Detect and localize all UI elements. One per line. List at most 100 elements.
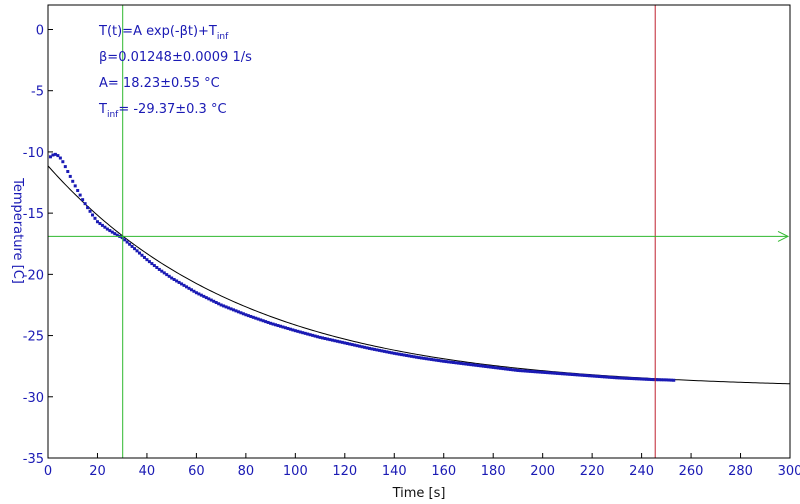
data-point xyxy=(224,305,228,309)
annotation-subscript: inf xyxy=(107,110,119,120)
data-point xyxy=(48,155,52,159)
data-point xyxy=(429,357,433,361)
data-point xyxy=(343,341,347,345)
x-tick-label: 280 xyxy=(728,464,753,479)
data-point xyxy=(538,370,542,374)
data-point xyxy=(424,357,428,361)
data-point xyxy=(123,238,127,242)
data-point xyxy=(570,373,574,376)
data-point xyxy=(113,232,117,236)
x-axis-title: Time [s] xyxy=(392,486,446,501)
x-tick-label: 40 xyxy=(139,464,156,479)
data-point xyxy=(400,353,404,357)
data-point xyxy=(612,376,616,380)
data-point xyxy=(377,348,381,352)
data-point xyxy=(330,338,334,342)
data-point xyxy=(68,174,72,178)
data-point xyxy=(172,277,176,281)
annotation-main: A= 18.23±0.55 °C xyxy=(99,76,220,91)
y-tick-label: 0 xyxy=(36,23,44,38)
data-point xyxy=(454,361,458,365)
data-point xyxy=(95,220,99,224)
data-point xyxy=(499,366,503,370)
data-point xyxy=(595,374,599,378)
data-point xyxy=(204,296,208,300)
data-point xyxy=(271,322,275,326)
data-point xyxy=(192,289,196,293)
data-point xyxy=(635,377,639,381)
data-point xyxy=(392,351,396,355)
data-point xyxy=(568,372,572,376)
data-point xyxy=(234,309,238,313)
data-point xyxy=(558,372,562,376)
data-point xyxy=(533,370,537,374)
data-point xyxy=(155,266,159,269)
data-point xyxy=(382,349,386,353)
fit-annotation-line: T(t)=A exp(-βt)+Tinf xyxy=(98,24,229,42)
data-point xyxy=(642,377,646,381)
data-point xyxy=(130,244,134,248)
data-point xyxy=(645,377,649,381)
data-point xyxy=(368,346,372,350)
data-point xyxy=(603,375,606,379)
data-point xyxy=(306,332,310,336)
data-point xyxy=(197,292,201,296)
data-point xyxy=(506,367,510,371)
x-tick-label: 60 xyxy=(188,464,205,479)
data-point xyxy=(202,294,206,298)
data-point xyxy=(625,376,629,380)
data-point xyxy=(583,373,587,377)
data-point xyxy=(372,347,376,351)
data-point xyxy=(323,337,327,341)
data-point xyxy=(115,233,119,237)
data-point xyxy=(318,335,322,339)
data-point xyxy=(548,371,552,375)
data-point xyxy=(78,193,82,197)
data-point xyxy=(229,307,233,311)
y-axis-title: Temperature [C] xyxy=(10,177,25,284)
data-point xyxy=(375,348,379,352)
y-tick-label: -15 xyxy=(23,207,44,222)
data-point xyxy=(600,375,604,379)
data-point xyxy=(531,370,535,374)
data-point xyxy=(556,371,560,375)
x-tick-label: 20 xyxy=(89,464,106,479)
x-tick-label: 220 xyxy=(580,464,605,479)
data-point xyxy=(464,362,468,366)
data-point xyxy=(553,371,557,375)
data-point xyxy=(462,362,466,366)
data-point xyxy=(632,377,636,381)
data-point xyxy=(551,371,555,375)
annotation-suffix: = -29.37±0.3 °C xyxy=(118,102,226,117)
data-point xyxy=(348,342,352,346)
data-point xyxy=(217,302,221,306)
data-point xyxy=(88,209,92,213)
y-tick-label: -10 xyxy=(23,146,44,161)
data-point xyxy=(380,349,384,353)
data-point xyxy=(301,331,305,335)
data-point xyxy=(81,198,85,202)
data-point xyxy=(259,318,263,322)
data-point xyxy=(617,376,621,380)
data-point xyxy=(526,369,530,373)
data-point xyxy=(598,375,602,379)
horizontal-cursor-arrow-icon[interactable] xyxy=(777,230,790,242)
data-point xyxy=(239,311,243,315)
data-point xyxy=(182,283,186,287)
x-tick-label: 260 xyxy=(679,464,704,479)
data-point xyxy=(536,370,540,374)
data-point xyxy=(541,370,545,374)
data-point xyxy=(669,378,673,382)
data-point xyxy=(630,377,634,381)
data-point xyxy=(607,375,611,379)
data-point xyxy=(489,365,493,369)
cursor-lines[interactable] xyxy=(48,5,790,458)
y-tick-label: -35 xyxy=(23,452,44,467)
data-point xyxy=(417,356,421,360)
x-tick-label: 180 xyxy=(481,464,506,479)
data-point xyxy=(563,372,567,376)
data-point xyxy=(345,341,349,345)
annotation-main: T(t)=A exp(-βt)+T xyxy=(98,24,217,39)
annotation-subscript: inf xyxy=(217,32,229,42)
